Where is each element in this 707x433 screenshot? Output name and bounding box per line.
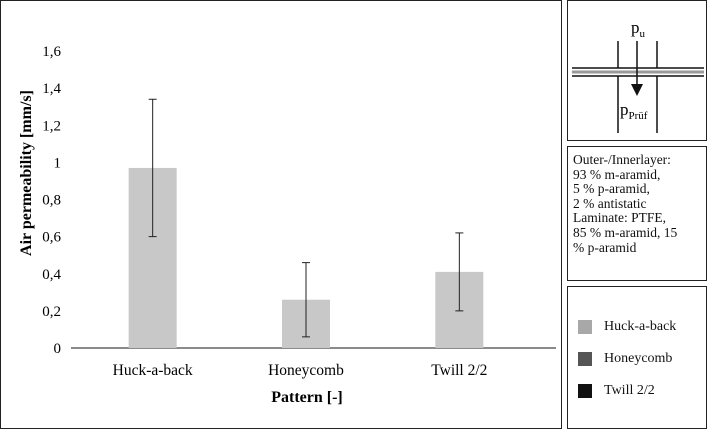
pressure-bottom-label: pPrüf <box>620 100 648 122</box>
pressure-schematic-panel: pu pPrüf <box>567 0 707 141</box>
material-line: 5 % p-aramid, <box>573 181 650 197</box>
material-line: 2 % antistatic <box>573 195 647 211</box>
material-line: 93 % m-aramid, <box>573 166 661 182</box>
material-line: 85 % m-aramid, 15 <box>573 224 678 240</box>
legend-label: Honeycomb <box>604 351 673 366</box>
y-tick-label: 1 <box>54 155 62 171</box>
legend-label: Twill 2/2 <box>604 383 655 398</box>
legend-panel: Huck-a-back Honeycomb Twill 2/2 <box>567 286 707 429</box>
y-tick-label: 0,2 <box>42 304 61 320</box>
pressure-schematic: pu pPrüf <box>572 18 704 133</box>
x-tick-labels: Huck-a-back Honeycomb Twill 2/2 <box>113 362 488 379</box>
legend-item-huck-a-back: Huck-a-back <box>578 319 676 335</box>
y-tick-label: 1,6 <box>42 44 61 60</box>
material-description: Outer-/Innerlayer: 93 % m-aramid, 5 % p-… <box>573 152 678 255</box>
material-info-panel: Outer-/Innerlayer: 93 % m-aramid, 5 % p-… <box>567 146 707 281</box>
y-tick-label: 0,8 <box>42 193 61 209</box>
y-tick-label: 0,6 <box>42 230 61 246</box>
legend-swatch <box>578 320 592 334</box>
y-tick-labels: 0 0,2 0,4 0,6 0,8 1 1,2 1,4 1,6 <box>42 44 61 357</box>
material-line: % p-aramid <box>573 239 637 255</box>
y-tick-label: 0,4 <box>42 267 61 283</box>
pressure-top-label: pu <box>631 18 646 40</box>
y-axis-title: Air permeability [mm/s] <box>18 90 35 256</box>
y-tick-label: 1,4 <box>42 81 61 97</box>
material-line: Laminate: PTFE, <box>573 210 666 226</box>
material-line: Outer-/Innerlayer: <box>573 152 671 167</box>
x-axis-title: Pattern [-] <box>271 389 343 406</box>
error-bars <box>148 98 464 338</box>
y-tick-label: 0 <box>54 341 62 357</box>
legend-item-honeycomb: Honeycomb <box>578 351 672 367</box>
legend-swatch <box>578 352 592 366</box>
bar-chart: 0 0,2 0,4 0,6 0,8 1 1,2 1,4 1,6 Huck-a-back Honey… <box>18 44 556 406</box>
legend-label: Huck-a-back <box>604 319 677 334</box>
x-tick-label: Huck-a-back <box>113 362 193 379</box>
flow-arrow-head-icon <box>631 84 643 96</box>
x-tick-label: Honeycomb <box>268 362 344 379</box>
legend-swatch <box>578 384 592 398</box>
x-tick-label: Twill 2/2 <box>431 362 487 379</box>
legend-item-twill: Twill 2/2 <box>578 383 655 399</box>
chart-panel: 0 0,2 0,4 0,6 0,8 1 1,2 1,4 1,6 Huck-a-back Honey… <box>0 0 562 429</box>
y-tick-label: 1,2 <box>42 118 61 134</box>
